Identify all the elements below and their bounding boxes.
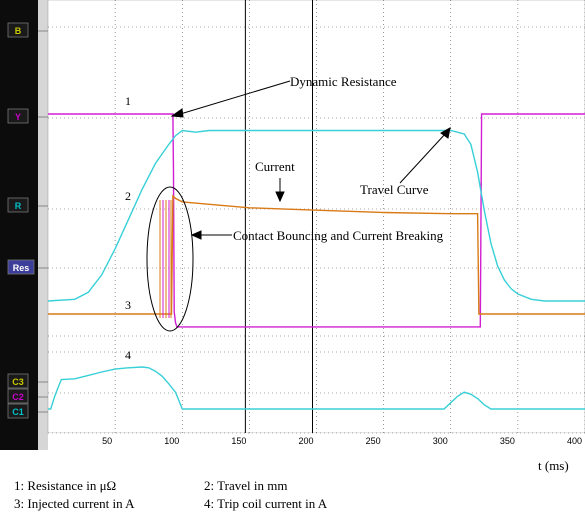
x-tick-label-2: 150 [231, 436, 246, 446]
x-tick-label-0: 50 [102, 436, 112, 446]
channel-label-c3: C3 [12, 377, 24, 387]
legend-item-resistance: 1: Resistance in μΩ [14, 478, 204, 494]
channel-label-b: B [15, 26, 22, 36]
x-tick-label-4: 250 [366, 436, 381, 446]
x-tick-label-7: 400 [567, 436, 582, 446]
legend-item-injected-current: 3: Injected current in A [14, 496, 204, 512]
channel-label-r: R [15, 201, 22, 211]
x-axis-label: t (ms) [538, 458, 569, 474]
annotation-travel-curve: Travel Curve [360, 182, 429, 197]
legend-item-travel: 2: Travel in mm [204, 478, 287, 494]
channel-label-y: Y [15, 112, 21, 122]
trace-number-3: 3 [125, 298, 131, 312]
annotation-current: Current [255, 159, 295, 174]
annotation-dynamic-resistance: Dynamic Resistance [290, 74, 397, 89]
annotation-contact-bouncing: Contact Bouncing and Current Breaking [233, 228, 444, 243]
channel-label-c1: C1 [12, 407, 24, 417]
legend-item-trip-coil: 4: Trip coil current in A [204, 496, 327, 512]
x-tick-label-6: 350 [500, 436, 515, 446]
channel-label-c2: C2 [12, 392, 24, 402]
trace-number-2: 2 [125, 189, 131, 203]
x-tick-label-3: 200 [298, 436, 313, 446]
channel-label-res: Res [13, 263, 30, 273]
trace-number-4: 4 [125, 348, 131, 362]
legend-row-2: 3: Injected current in A 4: Trip coil cur… [14, 496, 327, 512]
legend-row-1: 1: Resistance in μΩ 2: Travel in mm [14, 478, 287, 494]
x-tick-label-5: 300 [433, 436, 448, 446]
x-tick-label-1: 100 [164, 436, 179, 446]
trace-number-1: 1 [125, 94, 131, 108]
oscilloscope-chart: B Y R Res C3 C2 C1 50 100 150 200 250 300 350 400 Dyn… [0, 0, 585, 450]
